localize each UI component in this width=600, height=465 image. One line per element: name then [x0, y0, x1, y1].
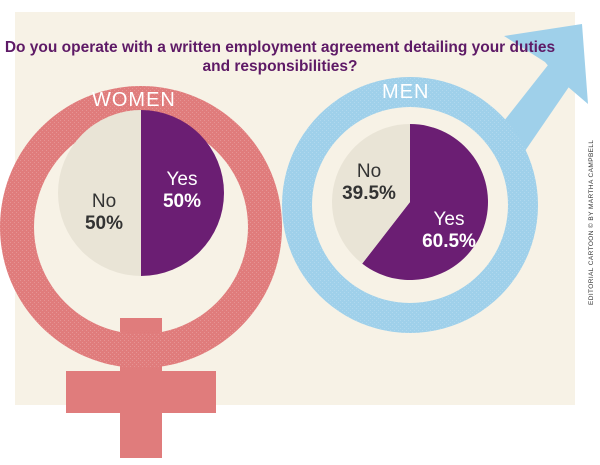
- women-symbol: [0, 86, 283, 458]
- men-yes-value: 60.5%: [422, 231, 476, 252]
- men-symbol: [282, 24, 588, 333]
- men-yes-label: Yes 60.5%: [414, 209, 484, 253]
- men-yes-text: Yes: [433, 209, 465, 230]
- women-symbol-crossbar: [66, 371, 216, 413]
- men-symbol-arrow-shaft: [500, 60, 575, 151]
- women-no-value: 50%: [84, 213, 124, 234]
- women-yes-label: Yes 50%: [150, 169, 214, 213]
- men-slice-yes: [362, 124, 489, 280]
- women-yes-text: Yes: [166, 169, 198, 190]
- men-no-label: No 39.5%: [334, 161, 404, 205]
- women-yes-value: 50%: [162, 191, 202, 212]
- pie-women: [58, 110, 224, 276]
- women-slice-yes: [141, 110, 224, 276]
- men-no-value: 39.5%: [342, 183, 396, 204]
- men-symbol-arrowhead: [504, 24, 588, 104]
- women-slice-no: [58, 110, 141, 276]
- women-ring-label: WOMEN: [92, 89, 176, 111]
- pie-men: [332, 124, 489, 280]
- men-slice-no: [332, 124, 410, 264]
- women-no-text: No: [91, 191, 117, 212]
- chart-title: Do you operate with a written employment…: [4, 39, 556, 75]
- women-no-label: No 50%: [74, 191, 134, 235]
- men-ring-label: MEN: [382, 81, 430, 103]
- men-no-text: No: [356, 161, 382, 182]
- credit-line: EDITORIAL CARTOON © BY MARTHA CAMPBELL: [588, 139, 595, 305]
